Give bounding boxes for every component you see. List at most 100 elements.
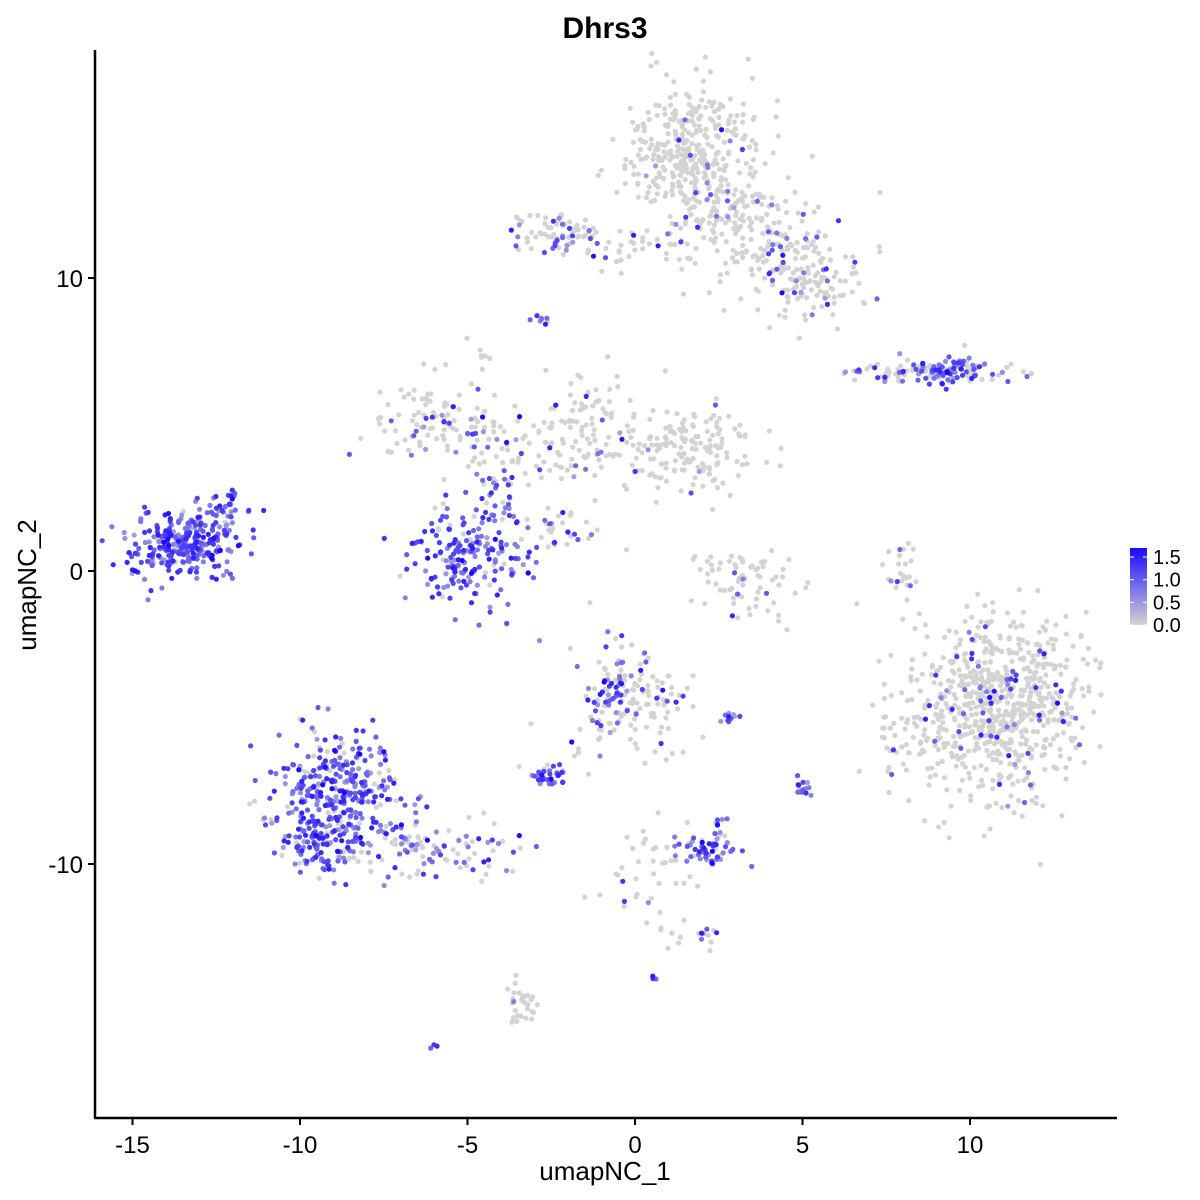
data-point xyxy=(461,578,467,585)
data-point xyxy=(599,268,605,274)
data-point xyxy=(785,175,791,181)
data-point xyxy=(468,381,474,387)
data-point xyxy=(298,785,304,791)
data-point xyxy=(792,590,798,596)
data-point xyxy=(822,295,828,301)
data-point xyxy=(350,797,356,803)
data-point xyxy=(720,850,726,856)
data-point xyxy=(739,594,745,600)
data-point xyxy=(470,527,477,534)
data-point xyxy=(676,841,682,847)
data-point xyxy=(736,431,742,437)
data-point xyxy=(599,709,605,715)
data-point xyxy=(446,526,452,532)
data-point xyxy=(990,777,996,783)
data-point xyxy=(814,234,820,240)
data-point xyxy=(327,797,334,803)
data-point xyxy=(639,138,646,145)
data-point xyxy=(1044,661,1050,667)
data-point xyxy=(329,802,335,808)
data-point xyxy=(377,822,384,829)
data-point xyxy=(1078,632,1084,638)
data-point xyxy=(624,708,630,714)
data-point xyxy=(1029,797,1035,804)
data-point xyxy=(679,122,685,128)
data-point xyxy=(801,276,807,282)
data-point xyxy=(753,286,759,292)
data-point xyxy=(166,563,172,569)
data-point xyxy=(560,509,566,516)
data-point xyxy=(668,858,674,864)
data-point xyxy=(542,517,548,523)
data-point xyxy=(304,792,310,799)
data-point xyxy=(731,712,737,718)
data-point xyxy=(474,547,481,553)
data-point xyxy=(1016,636,1022,642)
data-point xyxy=(910,734,916,740)
data-point xyxy=(316,773,322,780)
data-point xyxy=(339,838,345,844)
data-point xyxy=(665,725,672,732)
data-point xyxy=(746,144,753,150)
data-point xyxy=(953,645,959,651)
data-point xyxy=(200,559,206,565)
data-point xyxy=(331,880,337,886)
data-point xyxy=(749,75,756,81)
data-point xyxy=(510,849,516,855)
data-point xyxy=(524,239,531,245)
data-point xyxy=(673,131,679,137)
data-point xyxy=(437,852,444,858)
data-point xyxy=(690,482,696,488)
data-point xyxy=(968,712,975,718)
data-point xyxy=(990,600,996,606)
data-point xyxy=(641,128,648,134)
data-point xyxy=(290,789,296,795)
data-point xyxy=(1069,689,1075,695)
data-point xyxy=(1023,737,1029,743)
data-point xyxy=(654,236,660,242)
data-point xyxy=(740,119,746,125)
data-point xyxy=(1034,794,1040,800)
data-point xyxy=(463,833,469,839)
data-point xyxy=(438,549,444,555)
data-point xyxy=(693,446,699,452)
data-point xyxy=(617,430,623,436)
data-point xyxy=(673,699,679,705)
data-point xyxy=(226,527,232,533)
data-point xyxy=(530,1009,537,1016)
data-point xyxy=(812,279,818,285)
data-point xyxy=(784,235,790,241)
data-point xyxy=(154,525,161,531)
data-point xyxy=(956,641,963,648)
data-point xyxy=(759,201,765,207)
data-point xyxy=(297,834,303,840)
data-point xyxy=(371,799,377,805)
data-point xyxy=(398,387,404,393)
data-point xyxy=(696,142,702,148)
data-point xyxy=(583,393,589,399)
data-point xyxy=(740,218,747,224)
data-point xyxy=(654,59,660,65)
data-point xyxy=(662,860,668,866)
data-point xyxy=(982,741,988,747)
data-point xyxy=(731,119,738,125)
data-point xyxy=(618,270,624,276)
data-point xyxy=(574,419,580,425)
data-point xyxy=(393,824,399,830)
data-point xyxy=(992,674,998,680)
data-point xyxy=(617,699,624,705)
data-point xyxy=(568,380,574,387)
data-point xyxy=(582,894,588,900)
data-point xyxy=(704,558,711,565)
data-point xyxy=(305,754,311,760)
data-point xyxy=(747,612,753,618)
data-point xyxy=(900,368,906,374)
data-point xyxy=(1053,637,1059,643)
data-point xyxy=(598,464,604,470)
data-point xyxy=(304,807,311,813)
data-point xyxy=(689,118,696,124)
data-point xyxy=(601,665,608,671)
x-tick-label: -10 xyxy=(283,1132,318,1159)
data-point xyxy=(722,163,728,169)
data-point xyxy=(966,355,972,361)
